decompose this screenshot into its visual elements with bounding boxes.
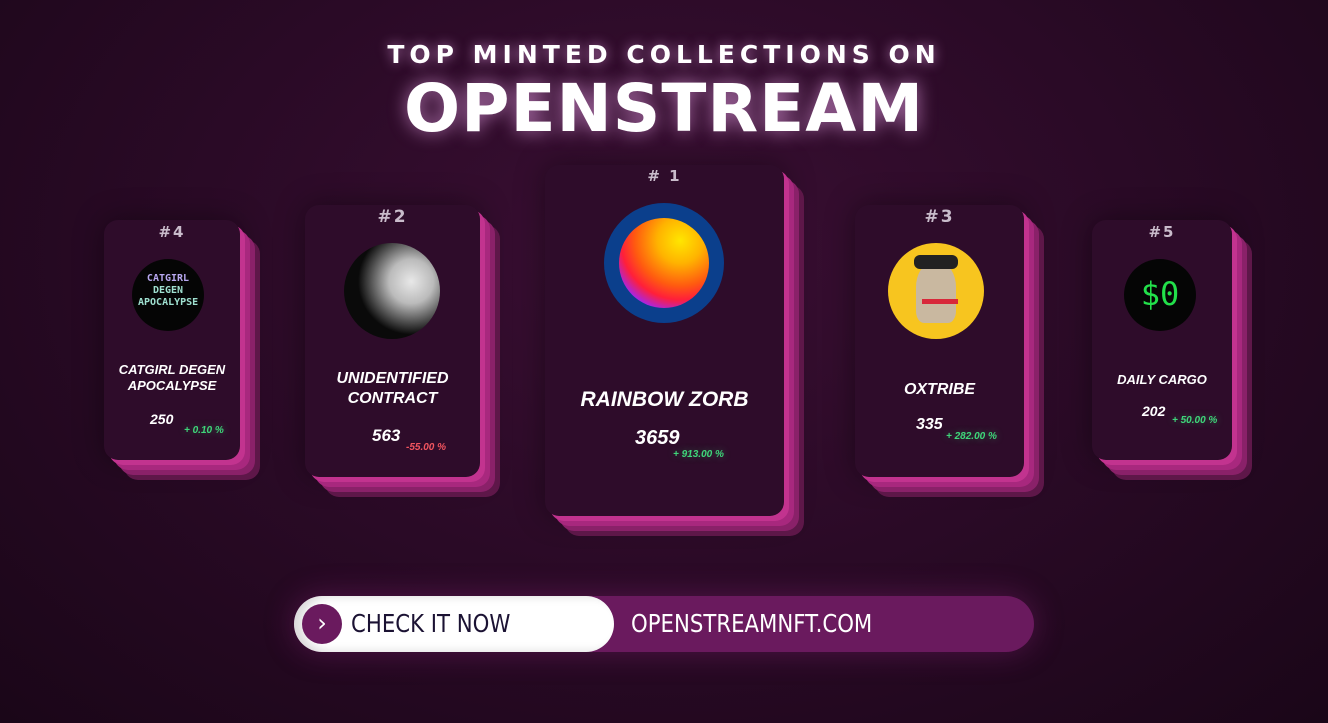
rank-label: # 1: [647, 167, 682, 185]
collection-card-3[interactable]: #3 OXTRIBE 335 + 282.00 %: [855, 205, 1024, 477]
title-line-2: OPENSTREAM: [403, 70, 925, 147]
mint-count: 335: [916, 416, 943, 433]
collection-name: RAINBOW ZORB: [580, 388, 749, 411]
collection-name: OXTRIBE: [903, 381, 976, 398]
rank-label: #4: [158, 223, 186, 241]
collection-card-1[interactable]: # 1 RAINBOW ZORB 3659 + 913.00 %: [545, 165, 784, 516]
rank-label: #2: [377, 207, 408, 227]
collection-image: [604, 203, 724, 323]
collection-card-2[interactable]: #2 UNIDENTIFIED CONTRACT 563 -55.00 %: [305, 205, 480, 477]
website-link[interactable]: OPENSTREAMNFT.COM: [631, 609, 873, 638]
collection-name: DAILY CARGO: [1117, 372, 1207, 387]
collection-image: [888, 243, 984, 339]
change-percent: + 0.10 %: [184, 425, 224, 436]
collection-card-5[interactable]: #5 $0 DAILY CARGO 202 + 50.00 %: [1092, 220, 1232, 460]
check-it-now-label: CHECK IT NOW: [351, 609, 511, 638]
collection-name: UNIDENTIFIED CONTRACT: [336, 370, 449, 407]
collection-card-4[interactable]: #4 CATGIRL DEGEN APOCALYPSE CATGIRL DEGEN A…: [104, 220, 240, 460]
change-percent: + 913.00 %: [673, 449, 724, 460]
collection-name: CATGIRL DEGEN APOCALYPSE: [118, 362, 226, 394]
change-percent: + 282.00 %: [946, 431, 997, 442]
title-line-1: TOP MINTED COLLECTIONS ON: [387, 40, 941, 69]
mint-count: 250: [150, 411, 174, 427]
mint-count: 202: [1142, 403, 1166, 419]
cta-bar[interactable]: › CHECK IT NOW OPENSTREAMNFT.COM: [294, 596, 1034, 652]
rank-label: #5: [1148, 223, 1176, 241]
mint-count: 3659: [635, 427, 680, 449]
collection-image: [344, 243, 440, 339]
collection-image: CATGIRL DEGEN APOCALYPSE: [132, 259, 204, 331]
rank-label: #3: [924, 207, 955, 227]
check-it-now-button[interactable]: › CHECK IT NOW: [294, 596, 614, 652]
chevron-right-icon: ›: [302, 604, 342, 644]
change-percent: + 50.00 %: [1172, 415, 1218, 426]
mint-count: 563: [372, 426, 401, 445]
change-percent: -55.00 %: [406, 442, 447, 453]
collection-image: $0: [1124, 259, 1196, 331]
